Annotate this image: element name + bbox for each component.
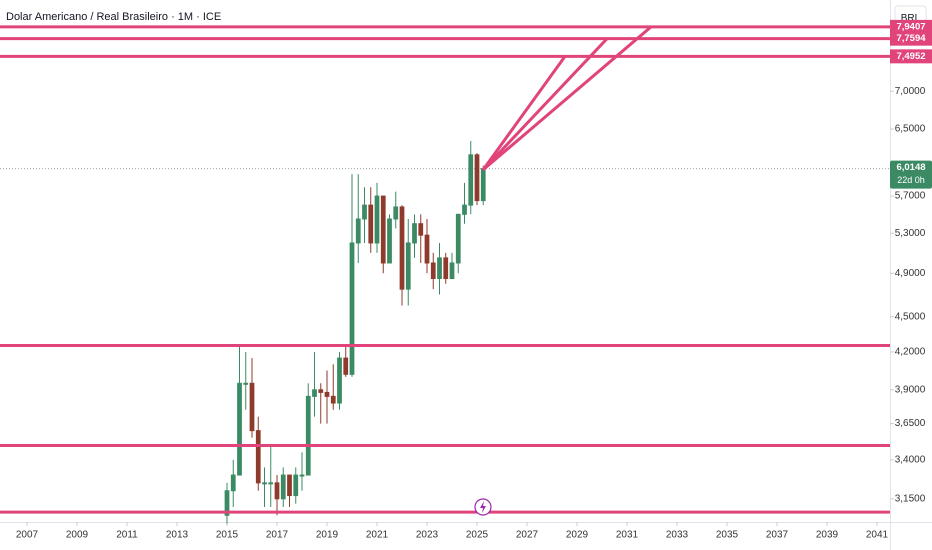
candle-body — [237, 382, 242, 476]
y-tick-label: 4,5000 — [895, 311, 926, 322]
trend-line — [481, 55, 567, 171]
candle-body — [255, 430, 261, 484]
candle-body — [443, 257, 449, 280]
y-tick-label: 3,1500 — [895, 493, 926, 504]
x-tick-label: 2027 — [516, 530, 539, 541]
x-tick-label: 2007 — [16, 530, 39, 541]
candle-body — [468, 154, 474, 206]
current-price-label: 6,0148 — [896, 162, 925, 173]
target-price-label: 7,7594 — [896, 33, 926, 44]
candle-body — [268, 482, 274, 485]
countdown-label: 22d 0h — [897, 175, 925, 185]
candle-body — [393, 206, 399, 220]
x-tick-label: 2033 — [666, 530, 689, 541]
trend-line — [481, 37, 609, 171]
y-tick-label: 4,2000 — [895, 347, 926, 358]
x-tick-label: 2039 — [816, 530, 839, 541]
candle-body — [299, 474, 305, 477]
candle-body — [430, 262, 436, 280]
x-tick-label: 2019 — [316, 530, 339, 541]
candle-body — [312, 389, 317, 397]
candle-body — [224, 490, 230, 516]
y-tick-label: 3,4000 — [895, 454, 926, 465]
x-tick-label: 2029 — [566, 530, 589, 541]
target-price-tag — [890, 49, 932, 64]
candle-body — [330, 395, 336, 404]
candle-body — [305, 395, 311, 476]
current-price-tag — [890, 160, 932, 189]
x-tick-label: 2037 — [766, 530, 789, 541]
candle-body — [249, 382, 255, 432]
target-price-tag — [890, 19, 932, 34]
candle-body — [343, 357, 349, 375]
event-bolt — [480, 501, 486, 513]
candle-body — [387, 218, 392, 264]
x-tick-label: 2017 — [266, 530, 289, 541]
chart-title: Dolar Americano / Real Brasileiro · 1M ·… — [6, 11, 221, 23]
candle-body — [293, 474, 299, 497]
plot: 3,1500 3,4000 3,6500 3,9000 4,2000 4,5000 4,90… — [0, 19, 932, 541]
y-tick-label: 3,6500 — [895, 418, 926, 429]
y-tick-label: 6,5000 — [895, 124, 926, 135]
y-tick-label: 5,3000 — [895, 228, 926, 239]
x-tick-label: 2025 — [466, 530, 489, 541]
candle-body — [424, 234, 430, 264]
candle-body — [262, 482, 267, 485]
candle-body — [230, 474, 236, 492]
candle-body — [449, 262, 455, 280]
y-tick-label: 7,0000 — [895, 86, 926, 97]
candle-body — [474, 154, 480, 202]
x-tick-label: 2013 — [166, 530, 189, 541]
y-tick-label: 3,9000 — [895, 384, 926, 395]
candle-body — [462, 204, 467, 215]
x-tick-label: 2011 — [116, 530, 138, 541]
trend-line — [482, 25, 652, 172]
candle-body — [418, 223, 424, 236]
x-tick-label: 2031 — [616, 530, 639, 541]
candle-body — [405, 242, 411, 290]
candle-body — [380, 195, 386, 264]
target-price-tag — [890, 31, 932, 46]
candle-body — [374, 195, 380, 244]
candle-body — [437, 257, 442, 280]
candle-body — [318, 389, 324, 393]
candle-body — [399, 206, 405, 290]
candle-body — [337, 357, 342, 404]
candle-body — [455, 213, 461, 264]
currency-label[interactable]: BRL — [901, 13, 921, 24]
candle-body — [368, 204, 374, 244]
candle-body — [412, 223, 417, 244]
target-price-label: 7,4952 — [896, 51, 925, 62]
candle-body — [480, 168, 486, 202]
candle-body — [287, 474, 292, 497]
x-tick-label: 2035 — [716, 530, 739, 541]
x-tick-label: 2023 — [416, 530, 439, 541]
candle-body — [324, 391, 330, 397]
candle-body — [355, 218, 361, 244]
y-tick-label: 5,7000 — [895, 191, 926, 202]
y-tick-label: 4,9000 — [895, 268, 926, 279]
x-tick-label: 2041 — [866, 530, 889, 541]
candle-body — [349, 242, 355, 375]
x-tick-label: 2015 — [216, 530, 239, 541]
x-tick-label: 2021 — [366, 530, 389, 541]
x-tick-label: 2009 — [66, 530, 89, 541]
candle-body — [280, 474, 286, 500]
target-price-label: 7,9407 — [896, 21, 925, 32]
candle-body — [362, 204, 367, 220]
candle-body — [243, 382, 249, 385]
candle-body — [274, 482, 280, 500]
